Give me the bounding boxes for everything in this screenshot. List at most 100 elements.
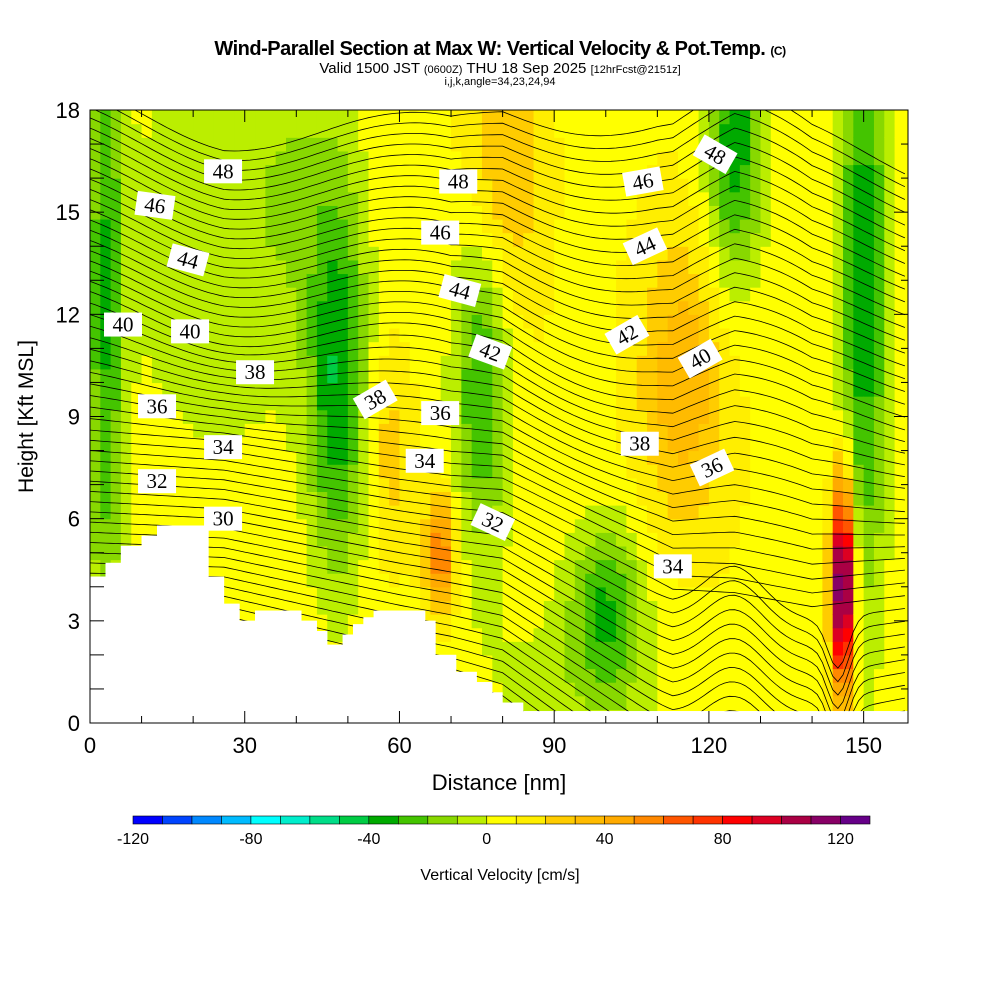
w-cell: [626, 573, 638, 588]
w-cell: [863, 232, 875, 247]
w-cell: [492, 614, 504, 629]
w-cell: [327, 123, 339, 138]
w-cell: [265, 518, 277, 533]
w-cell: [337, 396, 349, 411]
w-cell: [719, 545, 731, 561]
w-cell: [492, 409, 504, 424]
w-cell: [595, 273, 607, 288]
w-cell: [203, 355, 215, 370]
w-cell: [492, 477, 504, 493]
w-cell: [337, 150, 349, 166]
w-cell: [533, 436, 545, 452]
w-cell: [884, 232, 896, 247]
w-cell: [543, 287, 555, 302]
w-cell: [667, 341, 679, 356]
w-cell: [595, 641, 607, 656]
w-cell: [873, 682, 885, 697]
w-cell: [812, 518, 823, 533]
w-cell: [451, 246, 462, 261]
w-cell: [791, 532, 803, 547]
w-cell: [760, 464, 772, 479]
w-cell: [554, 545, 566, 561]
w-cell: [100, 341, 112, 356]
w-cell: [667, 137, 679, 152]
w-cell: [306, 450, 318, 465]
w-cell: [110, 518, 122, 533]
w-cell: [368, 477, 380, 493]
w-cell: [884, 573, 896, 588]
w-cell: [244, 559, 256, 574]
w-cell: [688, 573, 700, 588]
w-cell: [822, 464, 834, 479]
w-cell: [296, 178, 308, 193]
w-cell: [626, 491, 638, 506]
w-cell: [523, 464, 535, 479]
contour-label-box: [138, 469, 177, 494]
w-cell: [543, 178, 555, 193]
w-cell: [481, 287, 493, 302]
contour-label: 44: [438, 273, 482, 308]
w-cell: [213, 232, 225, 247]
w-cell: [863, 368, 875, 384]
w-cell: [543, 545, 555, 561]
w-cell: [616, 232, 627, 247]
w-cell: [213, 477, 225, 493]
w-cell: [110, 246, 122, 261]
w-cell: [677, 259, 689, 275]
w-cell: [131, 532, 143, 547]
w-cell: [275, 491, 287, 506]
w-cell: [502, 573, 514, 588]
w-cell: [409, 382, 421, 397]
w-cell: [688, 382, 700, 397]
w-cell: [564, 232, 576, 247]
w-cell: [110, 205, 122, 220]
w-cell: [873, 586, 885, 601]
w-cell: [378, 110, 390, 125]
w-cell: [512, 641, 524, 656]
w-cell: [781, 205, 793, 220]
w-cell: [781, 191, 793, 206]
w-cell: [131, 137, 143, 152]
w-cell: [832, 491, 844, 506]
w-cell: [605, 559, 617, 574]
w-cell: [110, 191, 122, 206]
w-cell: [853, 218, 865, 234]
w-cell: [90, 368, 101, 384]
w-cell: [626, 668, 638, 683]
w-cell: [131, 518, 143, 533]
w-cell: [255, 150, 266, 166]
w-cell: [285, 355, 297, 370]
w-cell: [523, 300, 535, 315]
contour-label: 48: [439, 169, 478, 194]
w-cell: [585, 150, 597, 166]
w-cell: [523, 532, 535, 547]
colorbar-swatch: [810, 815, 841, 825]
w-cell: [739, 287, 751, 302]
w-cell: [708, 300, 720, 315]
w-cell: [904, 491, 908, 506]
w-cell: [451, 491, 462, 506]
w-cell: [884, 287, 896, 302]
w-cell: [378, 491, 390, 506]
w-cell: [884, 150, 896, 166]
w-cell: [502, 178, 514, 193]
w-cell: [275, 259, 287, 275]
w-cell: [316, 477, 328, 493]
w-cell: [605, 382, 617, 397]
w-cell: [616, 573, 627, 588]
w-cell: [420, 382, 432, 397]
w-cell: [316, 559, 328, 574]
w-cell: [760, 205, 772, 220]
w-cell: [451, 382, 462, 397]
w-cell: [141, 218, 153, 234]
w-cell: [801, 586, 813, 601]
w-cell: [843, 178, 854, 193]
w-cell: [451, 545, 462, 561]
w-cell: [430, 164, 442, 179]
w-cell: [822, 218, 834, 234]
w-cell: [275, 341, 287, 356]
w-cell: [667, 368, 679, 384]
w-cell: [554, 218, 566, 234]
theta-contour: [90, 583, 608, 723]
w-cell: [533, 218, 545, 234]
